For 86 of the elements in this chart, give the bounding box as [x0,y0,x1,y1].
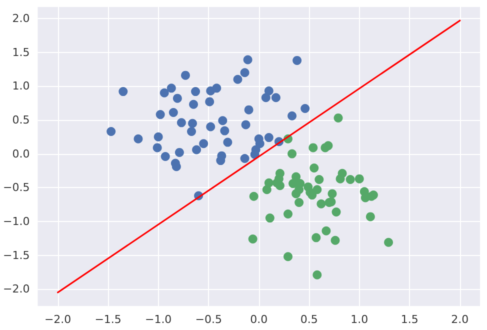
y-tick-label: 1.0 [12,80,30,93]
point [324,141,333,150]
point [191,87,200,96]
x-tick-label: 1.0 [350,313,368,326]
point [152,143,162,152]
point [189,100,198,109]
point [240,154,250,164]
point [322,226,331,236]
y-tick-label: −1.5 [2,248,30,262]
point [243,55,252,64]
point [292,172,301,182]
point [205,97,214,106]
point [312,185,322,194]
point [160,88,169,98]
point [275,168,284,178]
y-tick-label: 0.5 [12,113,30,126]
point [330,236,340,245]
y-tick-label: 1.5 [12,46,30,59]
x-tick-label: −2.0 [44,313,72,326]
point [294,198,304,207]
point [160,152,170,161]
point [248,234,258,244]
point [328,189,337,198]
point [366,212,375,222]
point [168,108,178,118]
point [308,143,318,152]
point [296,179,305,188]
point [316,199,326,208]
point [264,178,274,188]
point [284,210,293,218]
x-tick-label: −0.5 [195,313,222,326]
point [206,122,216,132]
point [199,139,208,148]
point [264,86,274,96]
point [241,120,250,130]
y-tick-label: −1.0 [2,214,30,228]
point [265,214,274,223]
point [187,126,196,136]
point [106,126,116,136]
y-tick-label: 2.0 [12,12,30,25]
point [338,168,347,178]
point [354,174,364,184]
point [346,175,355,184]
point [218,116,228,126]
point [334,113,343,122]
point [240,68,250,78]
x-tick-label: 2.0 [451,313,469,326]
point [271,93,280,102]
point [244,105,254,114]
x-tick-label: −1.5 [94,313,122,326]
point [134,134,143,144]
point [180,70,190,80]
point [275,181,284,190]
point [310,164,319,172]
y-tick-label: −2.0 [2,282,30,296]
point [312,270,322,280]
x-tick-label: 1.5 [400,313,418,326]
point [174,148,184,157]
point [249,192,258,201]
point [288,111,297,120]
y-tick-label: −0.5 [2,181,30,194]
point [192,145,202,154]
x-tick-label: −1.0 [144,313,172,326]
point [156,110,165,120]
point [154,132,163,142]
point [292,56,302,65]
point [312,233,321,242]
point [233,74,242,84]
x-tick-label: 0.0 [250,313,268,326]
y-tick-label: 0.0 [12,147,30,160]
point [384,238,394,247]
point [264,133,274,142]
point [220,126,230,136]
point [300,104,310,113]
point [288,149,297,158]
point [212,84,222,93]
point [223,138,232,147]
x-tick-label: 0.5 [300,313,318,326]
point [314,175,324,184]
point [284,252,293,262]
point [188,118,198,128]
point [172,94,182,103]
point [118,87,128,96]
point [166,84,176,93]
point [332,207,341,216]
point [176,118,186,128]
